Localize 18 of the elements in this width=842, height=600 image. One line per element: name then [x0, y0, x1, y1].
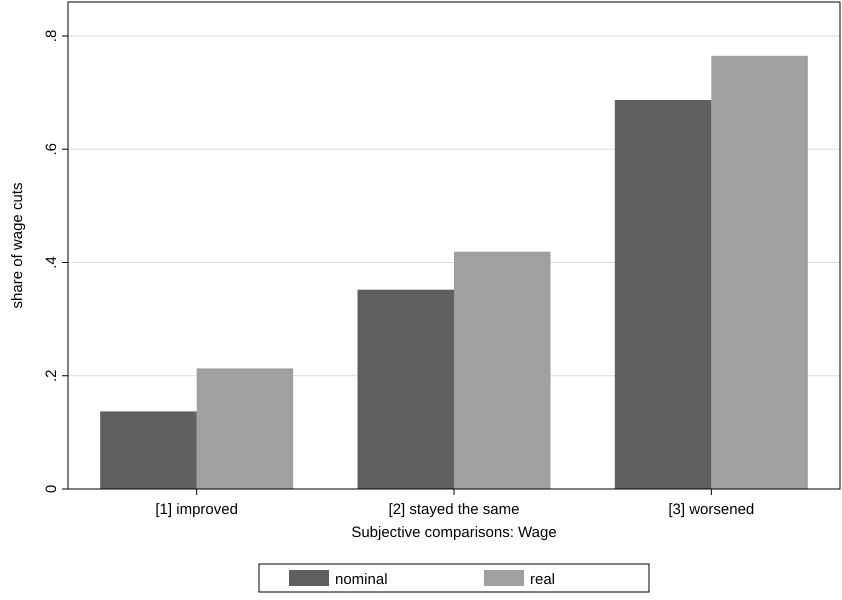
- y-axis-title: share of wage cuts: [9, 182, 26, 308]
- bar: [358, 290, 454, 489]
- legend-label: nominal: [335, 571, 388, 588]
- y-tick-label: .8: [43, 30, 60, 42]
- y-tick-label: 0: [43, 484, 60, 494]
- x-axis-title: Subjective comparisons: Wage: [351, 524, 557, 541]
- legend-label: real: [530, 571, 556, 588]
- bar: [454, 252, 550, 489]
- bar: [196, 368, 294, 489]
- x-tick-label: [1] improved: [155, 501, 238, 518]
- y-tick-label: .4: [43, 256, 60, 269]
- y-tick-label: .2: [43, 369, 60, 382]
- bar: [711, 56, 808, 489]
- x-tick-label: [3] worsened: [668, 501, 754, 518]
- bar: [614, 100, 712, 489]
- bar: [100, 411, 197, 489]
- y-tick-label: .6: [43, 142, 60, 156]
- x-tick-label: [2] stayed the same: [388, 501, 520, 518]
